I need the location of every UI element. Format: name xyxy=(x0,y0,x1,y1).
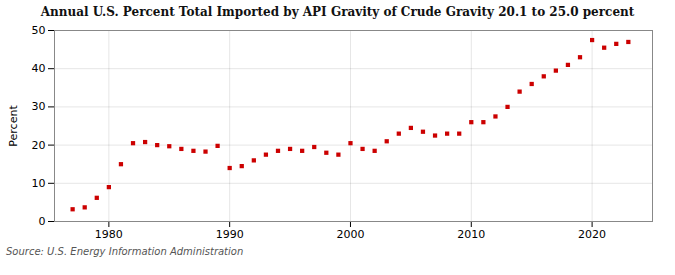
svg-text:1990: 1990 xyxy=(216,228,244,241)
svg-text:40: 40 xyxy=(32,62,46,75)
svg-text:0: 0 xyxy=(39,215,46,228)
svg-text:30: 30 xyxy=(32,100,46,113)
svg-text:20: 20 xyxy=(32,139,46,152)
html-text:Annual U.S. Percent Total Impo: Annual U.S. Percent Total Imported by AP… xyxy=(40,5,635,19)
svg-text:Percent: Percent xyxy=(7,105,20,147)
html-text:Source: U.S. Energy Informatio: Source: U.S. Energy Information Administ… xyxy=(6,246,244,257)
svg-text:1980: 1980 xyxy=(95,228,123,241)
svg-text:2000: 2000 xyxy=(336,228,364,241)
svg-text:10: 10 xyxy=(32,177,46,190)
svg-text:50: 50 xyxy=(32,24,46,37)
svg-text:2020: 2020 xyxy=(578,228,606,241)
svg-text:2010: 2010 xyxy=(457,228,485,241)
